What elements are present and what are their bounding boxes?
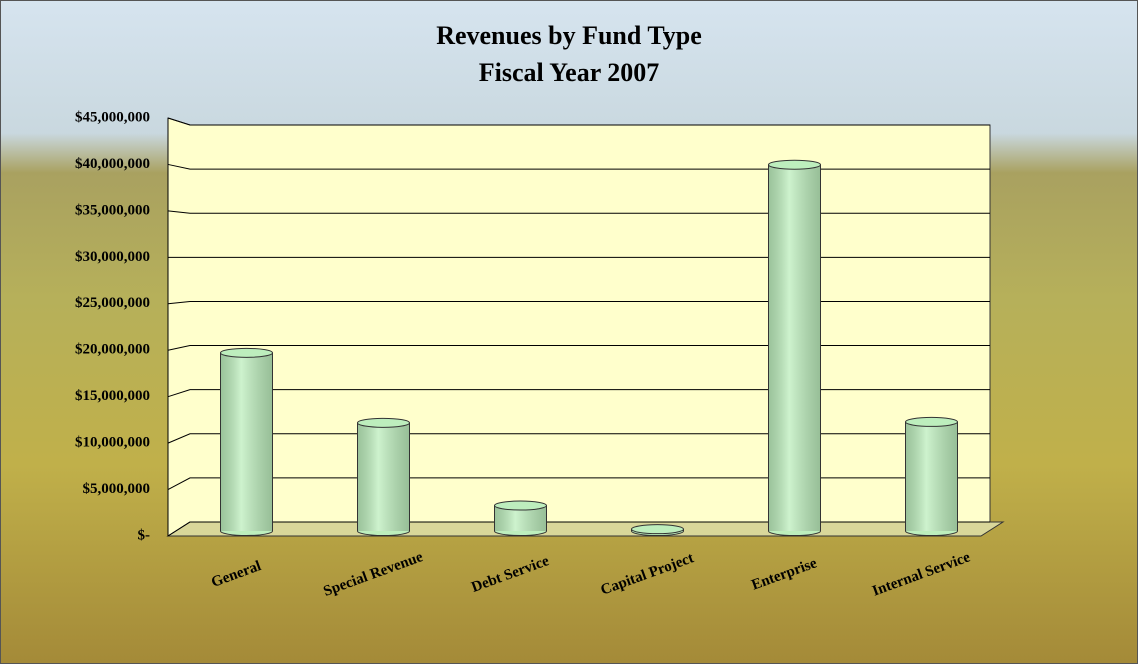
bar-top [906, 417, 958, 426]
chart: Revenues by Fund Type Fiscal Year 2007 $… [0, 0, 1138, 664]
bar-top [495, 501, 547, 510]
page: Revenues by Fund Type Fiscal Year 2007 $… [0, 0, 1138, 664]
bar-shade [769, 165, 821, 531]
chart-subtitle: Fiscal Year 2007 [479, 58, 660, 87]
bar-top [769, 160, 821, 169]
bar-top [358, 418, 410, 427]
y-tick-label: $15,000,000 [75, 388, 150, 404]
bar-top [632, 525, 684, 534]
plot-floor [168, 522, 1003, 536]
y-tick-label: $35,000,000 [75, 202, 150, 218]
bar-shade [221, 353, 273, 531]
y-tick-label: $5,000,000 [83, 481, 151, 497]
y-tick-label: $- [138, 527, 151, 543]
chart-title: Revenues by Fund Type [436, 21, 702, 50]
y-tick-label: $25,000,000 [75, 295, 150, 311]
y-tick-label: $40,000,000 [75, 156, 150, 172]
bar-shade [358, 423, 410, 531]
y-tick-label: $30,000,000 [75, 249, 150, 265]
y-tick-label: $20,000,000 [75, 342, 150, 358]
bar-top [221, 348, 273, 357]
plot-wall [168, 118, 990, 536]
y-tick-label: $45,000,000 [75, 109, 150, 125]
bar-shade [906, 422, 958, 531]
y-tick-label: $10,000,000 [75, 435, 150, 451]
